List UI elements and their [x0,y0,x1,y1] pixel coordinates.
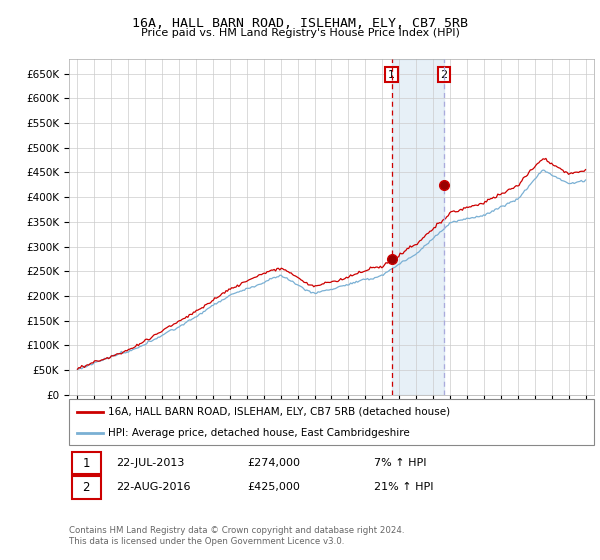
Text: £274,000: £274,000 [248,458,301,468]
Text: 21% ↑ HPI: 21% ↑ HPI [373,482,433,492]
Text: 1: 1 [82,456,90,470]
Text: HPI: Average price, detached house, East Cambridgeshire: HPI: Average price, detached house, East… [109,428,410,438]
Text: Contains HM Land Registry data © Crown copyright and database right 2024.
This d: Contains HM Land Registry data © Crown c… [69,526,404,546]
Text: 16A, HALL BARN ROAD, ISLEHAM, ELY, CB7 5RB: 16A, HALL BARN ROAD, ISLEHAM, ELY, CB7 5… [132,17,468,30]
Text: 2: 2 [440,69,448,80]
Bar [392,59,444,395]
Text: 7% ↑ HPI: 7% ↑ HPI [373,458,426,468]
Text: Price paid vs. HM Land Registry's House Price Index (HPI): Price paid vs. HM Land Registry's House … [140,28,460,38]
FancyBboxPatch shape [71,476,101,498]
Text: 22-JUL-2013: 22-JUL-2013 [116,458,185,468]
Text: 22-AUG-2016: 22-AUG-2016 [116,482,191,492]
Text: 2: 2 [82,481,90,494]
Text: 1: 1 [388,69,395,80]
Text: 16A, HALL BARN ROAD, ISLEHAM, ELY, CB7 5RB (detached house): 16A, HALL BARN ROAD, ISLEHAM, ELY, CB7 5… [109,407,451,417]
FancyBboxPatch shape [69,399,594,445]
FancyBboxPatch shape [71,452,101,474]
Text: £425,000: £425,000 [248,482,301,492]
